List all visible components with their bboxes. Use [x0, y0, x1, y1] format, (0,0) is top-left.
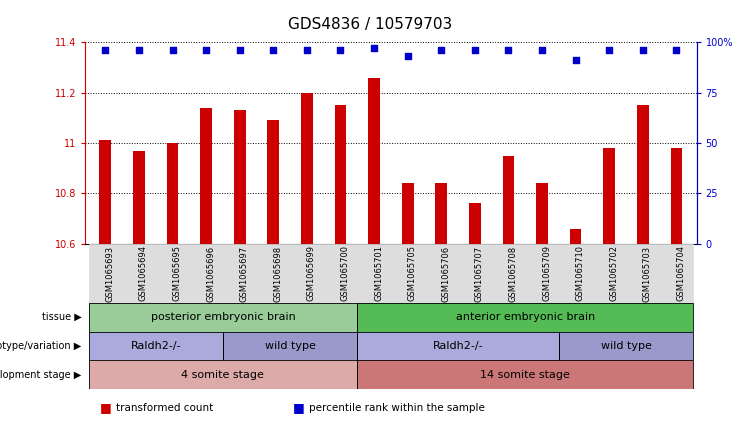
Point: [637, 47, 648, 54]
Bar: [659, 244, 693, 303]
Text: transformed count: transformed count: [116, 403, 213, 413]
Bar: [637, 105, 648, 244]
Text: ■: ■: [100, 401, 112, 414]
Bar: [290, 244, 324, 303]
Text: GSM1065705: GSM1065705: [408, 245, 416, 302]
Point: [268, 47, 279, 54]
Point: [603, 47, 615, 54]
Text: tissue ▶: tissue ▶: [41, 312, 82, 322]
Bar: [536, 183, 548, 244]
Bar: [167, 143, 179, 244]
Bar: [156, 244, 190, 303]
Text: 4 somite stage: 4 somite stage: [182, 370, 265, 380]
Text: GSM1065702: GSM1065702: [609, 245, 618, 302]
Text: GSM1065709: GSM1065709: [542, 245, 551, 302]
Bar: [525, 244, 559, 303]
Point: [167, 47, 179, 54]
Bar: [223, 244, 256, 303]
Bar: [592, 244, 626, 303]
Text: GSM1065700: GSM1065700: [341, 245, 350, 302]
Text: wild type: wild type: [600, 341, 651, 351]
Text: Raldh2-/-: Raldh2-/-: [130, 341, 181, 351]
Bar: [469, 203, 481, 244]
Bar: [425, 244, 458, 303]
Bar: [89, 332, 223, 360]
Bar: [671, 148, 682, 244]
Point: [301, 47, 313, 54]
Text: GSM1065696: GSM1065696: [206, 245, 215, 302]
Bar: [190, 244, 223, 303]
Bar: [502, 156, 514, 244]
Text: percentile rank within the sample: percentile rank within the sample: [309, 403, 485, 413]
Bar: [458, 244, 491, 303]
Bar: [357, 332, 559, 360]
Bar: [268, 120, 279, 244]
Bar: [89, 244, 122, 303]
Text: GSM1065707: GSM1065707: [475, 245, 484, 302]
Bar: [89, 360, 357, 389]
Point: [502, 47, 514, 54]
Bar: [559, 332, 693, 360]
Bar: [491, 244, 525, 303]
Point: [435, 47, 447, 54]
Text: 14 somite stage: 14 somite stage: [480, 370, 570, 380]
Bar: [89, 303, 357, 332]
Bar: [301, 93, 313, 244]
Bar: [436, 183, 447, 244]
Text: GSM1065698: GSM1065698: [273, 245, 282, 302]
Bar: [234, 110, 245, 244]
Text: ■: ■: [293, 401, 305, 414]
Text: development stage ▶: development stage ▶: [0, 370, 82, 380]
Text: GSM1065710: GSM1065710: [576, 245, 585, 302]
Point: [570, 57, 582, 64]
Text: anterior embryonic brain: anterior embryonic brain: [456, 312, 595, 322]
Text: GSM1065699: GSM1065699: [307, 245, 316, 302]
Bar: [357, 303, 693, 332]
Point: [536, 47, 548, 54]
Bar: [570, 228, 582, 244]
Bar: [357, 244, 391, 303]
Point: [469, 47, 481, 54]
Bar: [391, 244, 425, 303]
Point: [200, 47, 212, 54]
Bar: [122, 244, 156, 303]
Bar: [99, 140, 111, 244]
Point: [671, 47, 682, 54]
Bar: [256, 244, 290, 303]
Text: GSM1065704: GSM1065704: [677, 245, 685, 302]
Text: genotype/variation ▶: genotype/variation ▶: [0, 341, 82, 351]
Point: [133, 47, 145, 54]
Point: [335, 47, 347, 54]
Point: [368, 45, 380, 52]
Bar: [357, 360, 693, 389]
Point: [402, 53, 413, 60]
Bar: [368, 77, 380, 244]
Bar: [559, 244, 592, 303]
Bar: [603, 148, 615, 244]
Text: GSM1065703: GSM1065703: [642, 245, 652, 302]
Text: GSM1065697: GSM1065697: [240, 245, 249, 302]
Point: [99, 47, 111, 54]
Bar: [133, 151, 144, 244]
Text: Raldh2-/-: Raldh2-/-: [433, 341, 483, 351]
Text: wild type: wild type: [265, 341, 316, 351]
Point: [234, 47, 246, 54]
Text: GSM1065694: GSM1065694: [139, 245, 148, 302]
Text: GSM1065706: GSM1065706: [441, 245, 451, 302]
Bar: [223, 332, 357, 360]
Text: GSM1065695: GSM1065695: [173, 245, 182, 302]
Bar: [626, 244, 659, 303]
Text: GSM1065708: GSM1065708: [508, 245, 517, 302]
Bar: [200, 108, 212, 244]
Bar: [335, 105, 346, 244]
Bar: [402, 183, 413, 244]
Bar: [324, 244, 357, 303]
Text: GSM1065701: GSM1065701: [374, 245, 383, 302]
Text: GDS4836 / 10579703: GDS4836 / 10579703: [288, 17, 453, 32]
Text: posterior embryonic brain: posterior embryonic brain: [150, 312, 296, 322]
Text: GSM1065693: GSM1065693: [105, 245, 114, 302]
